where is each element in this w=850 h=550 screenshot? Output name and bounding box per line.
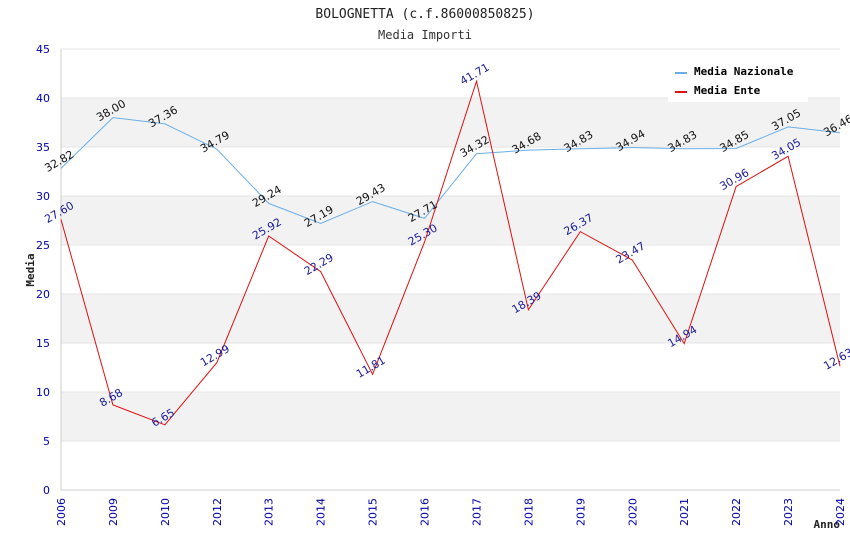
- y-tick-label: 45: [36, 43, 50, 56]
- background-band: [61, 98, 840, 147]
- series-line-media-ente: [60, 79, 841, 426]
- y-tick-label: 0: [43, 484, 50, 497]
- y-tick-label: 25: [36, 239, 50, 252]
- background-band: [61, 294, 840, 343]
- series-lines: [60, 79, 841, 426]
- x-tick-label: 2014: [315, 498, 328, 526]
- legend-box: [668, 60, 808, 102]
- background-band: [61, 441, 840, 490]
- series-line-media-nazionale: [60, 117, 841, 225]
- x-tick-label: 2016: [419, 498, 432, 526]
- plot-frame: [60, 49, 840, 491]
- y-axis-ticks: 0 5 10 15 20 25 30 35 40 45: [36, 43, 50, 497]
- x-tick-label: 2019: [574, 498, 587, 526]
- x-axis-ticks: 2006 2009 2010 2012 2013 2014 2015 2016 2017 2018…: [55, 498, 847, 526]
- x-tick-label: 2023: [782, 498, 795, 526]
- y-axis-label: Media: [24, 253, 37, 286]
- y-tick-label: 30: [36, 190, 50, 203]
- background-bands: [61, 48, 840, 491]
- x-tick-label: 2024: [834, 498, 847, 526]
- x-tick-label: 2020: [626, 498, 639, 526]
- x-tick-label: 2017: [470, 498, 483, 526]
- y-tick-label: 40: [36, 92, 50, 105]
- background-band: [61, 245, 840, 294]
- y-tick-label: 5: [43, 435, 50, 448]
- legend-label-media-ente: Media Ente: [694, 84, 761, 97]
- x-tick-label: 2010: [159, 498, 172, 526]
- x-tick-label: 2013: [263, 498, 276, 526]
- x-tick-label: 2015: [367, 498, 380, 526]
- y-tick-label: 35: [36, 141, 50, 154]
- background-band: [61, 392, 840, 441]
- background-band: [61, 147, 840, 196]
- legend: Media Nazionale Media Ente: [668, 60, 808, 102]
- x-tick-label: 2021: [678, 498, 691, 526]
- chart-subtitle: Media Importi: [378, 28, 472, 42]
- x-tick-label: 2009: [107, 498, 120, 526]
- x-tick-label: 2012: [211, 498, 224, 526]
- x-tick-label: 2006: [55, 498, 68, 526]
- y-tick-label: 15: [36, 337, 50, 350]
- background-band: [61, 343, 840, 392]
- background-band: [61, 196, 840, 245]
- legend-label-media-nazionale: Media Nazionale: [694, 65, 794, 78]
- chart-title: BOLOGNETTA (c.f.86000850825): [315, 7, 534, 22]
- y-tick-label: 10: [36, 386, 50, 399]
- y-tick-label: 20: [36, 288, 50, 301]
- x-axis-label: Anno: [814, 518, 841, 531]
- x-tick-label: 2018: [522, 498, 535, 526]
- x-tick-label: 2022: [730, 498, 743, 526]
